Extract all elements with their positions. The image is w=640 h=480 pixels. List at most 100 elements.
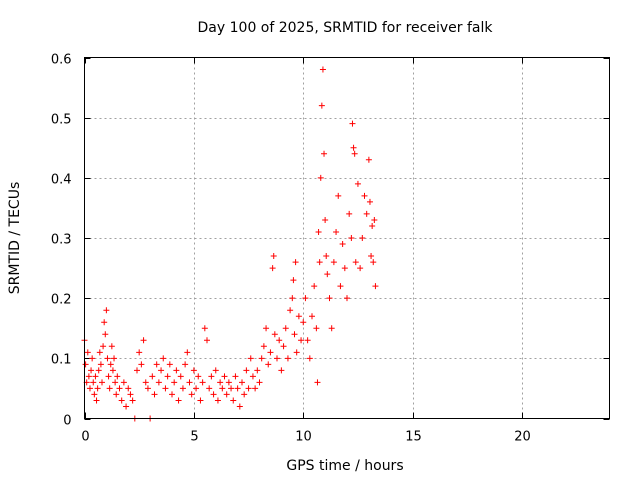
data-point bbox=[105, 373, 112, 380]
data-point bbox=[271, 331, 278, 338]
data-point bbox=[298, 337, 305, 344]
data-point bbox=[311, 283, 318, 290]
data-point bbox=[276, 337, 283, 344]
data-point bbox=[354, 180, 361, 187]
data-point bbox=[322, 216, 329, 223]
data-point bbox=[177, 373, 184, 380]
data-point bbox=[234, 385, 241, 392]
data-point bbox=[210, 391, 217, 398]
data-point bbox=[247, 355, 254, 362]
data-point bbox=[333, 228, 340, 235]
data-point bbox=[243, 367, 250, 374]
data-point bbox=[290, 277, 297, 284]
data-point bbox=[104, 355, 111, 362]
data-point bbox=[103, 307, 110, 314]
data-point bbox=[85, 373, 92, 380]
data-point bbox=[199, 379, 206, 386]
data-point bbox=[252, 385, 259, 392]
x-tick-label: 5 bbox=[190, 430, 198, 445]
data-point bbox=[361, 192, 368, 199]
data-point bbox=[201, 325, 208, 332]
data-point bbox=[309, 313, 315, 320]
data-point bbox=[287, 307, 294, 314]
data-point bbox=[94, 385, 101, 392]
data-point bbox=[164, 373, 171, 380]
data-point bbox=[316, 259, 323, 266]
data-point bbox=[306, 355, 313, 362]
data-point bbox=[328, 325, 335, 332]
data-point bbox=[254, 367, 261, 374]
data-point bbox=[249, 373, 256, 380]
data-point bbox=[219, 385, 226, 392]
data-point bbox=[86, 385, 93, 392]
data-point bbox=[260, 343, 267, 350]
axis-ticks bbox=[84, 57, 610, 420]
data-point bbox=[341, 265, 348, 272]
data-point bbox=[179, 385, 186, 392]
data-point bbox=[96, 349, 103, 356]
data-point bbox=[265, 361, 272, 368]
data-point bbox=[208, 373, 215, 380]
data-point bbox=[204, 337, 210, 344]
data-point bbox=[193, 385, 200, 392]
data-point bbox=[107, 361, 114, 368]
data-point bbox=[166, 361, 173, 368]
data-point bbox=[344, 295, 350, 302]
y-axis-label: SRMTID / TECUs bbox=[7, 182, 23, 295]
data-point bbox=[99, 379, 105, 386]
data-point bbox=[225, 379, 232, 386]
data-point bbox=[186, 379, 193, 386]
data-point bbox=[256, 379, 263, 386]
y-tick-label: 0.4 bbox=[51, 173, 72, 188]
data-point bbox=[114, 373, 121, 380]
data-point bbox=[326, 295, 333, 302]
data-point bbox=[127, 391, 134, 398]
chart-title: Day 100 of 2025, SRMTID for receiver fal… bbox=[198, 20, 494, 36]
grid bbox=[84, 57, 610, 419]
y-tick-label: 0.2 bbox=[51, 293, 72, 308]
y-tick-label: 0.3 bbox=[51, 233, 72, 248]
data-point bbox=[144, 385, 151, 392]
data-point bbox=[337, 283, 344, 290]
data-point bbox=[116, 385, 123, 392]
data-point bbox=[162, 385, 169, 392]
data-point bbox=[95, 367, 102, 374]
data-point bbox=[90, 379, 97, 386]
data-point bbox=[270, 253, 277, 260]
data-point bbox=[97, 361, 104, 368]
data-point bbox=[302, 295, 309, 302]
data-point bbox=[292, 259, 299, 266]
data-point bbox=[214, 397, 221, 404]
data-point bbox=[138, 361, 145, 368]
data-point bbox=[120, 379, 127, 386]
data-point bbox=[123, 403, 130, 410]
data-point bbox=[173, 367, 180, 374]
data-point bbox=[100, 343, 107, 350]
data-point bbox=[125, 385, 132, 392]
data-point bbox=[171, 379, 178, 386]
data-point bbox=[142, 379, 149, 386]
data-point bbox=[348, 235, 355, 241]
data-point bbox=[188, 391, 195, 398]
x-tick-label: 0 bbox=[81, 430, 89, 445]
data-point bbox=[313, 325, 320, 332]
data-point bbox=[278, 367, 285, 374]
data-point bbox=[335, 192, 342, 199]
data-point bbox=[212, 367, 219, 374]
data-point bbox=[151, 391, 158, 398]
data-point bbox=[195, 373, 202, 380]
data-point bbox=[134, 367, 140, 374]
data-point bbox=[88, 367, 95, 374]
data-point bbox=[239, 379, 245, 386]
x-tick-labels: 0 5 10 15 20 bbox=[81, 430, 530, 445]
data-point bbox=[293, 349, 300, 356]
data-point bbox=[153, 361, 160, 368]
data-point bbox=[291, 331, 298, 338]
data-point bbox=[289, 295, 296, 302]
data-point bbox=[339, 241, 346, 248]
data-point bbox=[330, 259, 337, 266]
data-point bbox=[315, 228, 322, 235]
data-point bbox=[84, 349, 91, 356]
